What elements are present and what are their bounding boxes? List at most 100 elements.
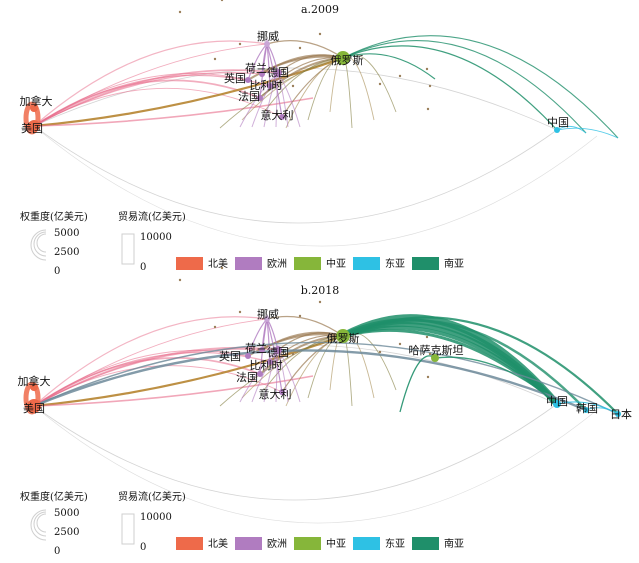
edge-us-china-lower [33,125,558,224]
weight-legend-arc [33,511,47,537]
flow-legend-value: 0 [140,542,146,553]
us-self-loop [23,101,41,135]
node-marker [245,353,251,359]
region-label: 东亚 [385,257,405,270]
node-marker [554,127,560,133]
node-marker [583,407,589,413]
edge-russia-fan [241,335,344,399]
node-label: 哈萨克斯坦 [409,343,464,357]
edge-russia-europe [266,315,344,337]
node-label: 英国 [219,349,241,363]
edge-russia-fan [342,57,353,129]
edge-us-italy-route [33,97,314,127]
edge-russia-fan [342,335,353,407]
edge-us-russia [33,334,344,408]
weight-legend-title: 权重度(亿美元) [20,210,88,223]
node-marker [267,83,273,89]
minor-node [238,42,242,46]
node-label: 比利时 [250,79,283,92]
node-marker [336,51,350,65]
legend: 权重度(亿美元) 5000 2500 0 贸易流(亿美元) 10000 0 北美 欧洲 中亚 东亚 南… [20,210,464,277]
node-label: 俄罗斯 [331,54,364,67]
edge-europe-spread [239,72,279,128]
region-swatch [235,537,262,550]
edge-russia-fan [263,57,344,113]
minor-node [220,0,224,2]
node-label: 美国 [23,402,45,415]
region-swatch [294,257,321,270]
edge-us-japan [33,341,619,415]
edges [23,314,619,524]
region-label: 欧洲 [267,538,287,550]
edge-russia-fan [219,57,344,129]
node-label: 韩国 [576,401,598,415]
region-swatch [235,257,262,270]
edge-russia-kaz [342,53,436,80]
node-marker [279,389,285,395]
node-marker [267,359,273,365]
edge-russia-japan [342,316,619,415]
node-marker [274,346,282,354]
edge-us-china [33,67,558,131]
region-label: 欧洲 [267,258,287,270]
node-marker [30,383,38,391]
region-swatch [412,257,439,270]
region-label: 南亚 [444,537,464,550]
node-label: 加拿大 [18,374,51,388]
node-label: 英国 [224,71,246,85]
region-swatch [294,537,321,550]
edge-us-china-lower [33,403,558,501]
minor-node [220,266,224,270]
region-label: 中亚 [326,257,346,270]
edges [23,35,619,247]
minor-node [425,335,429,339]
node-label: 美国 [21,122,43,135]
minor-node [178,10,182,14]
panel-title: b.2018 [301,284,340,297]
edge-kaz-south [399,355,436,413]
node-label: 德国 [267,65,289,79]
node-label: 法国 [238,89,260,103]
edge-us-korea [33,349,587,412]
node-marker [28,120,40,132]
node-label: 比利时 [250,359,283,372]
minor-node [298,314,302,318]
region-swatch [176,537,203,550]
edge-us-east [33,125,598,247]
node-label: 俄罗斯 [327,332,360,345]
weight-legend-title: 权重度(亿美元) [20,490,88,503]
minor-node [398,74,402,78]
region-swatch [353,537,380,550]
minor-node [178,278,182,282]
node-label: 意大利 [259,387,292,401]
node-label: 意大利 [261,108,294,122]
edge-us-italy-route [33,375,314,407]
region-label: 北美 [208,537,228,550]
region-label: 东亚 [385,537,405,550]
minor-node [291,352,295,356]
region-label: 南亚 [444,257,464,270]
node-marker [259,71,265,77]
node-label: 挪威 [257,29,279,43]
flow-legend-value: 10000 [140,512,172,523]
flow-legend-value: 10000 [140,232,172,243]
flow-legend-box [121,513,135,545]
weight-legend-arc [30,229,47,261]
region-swatch [412,537,439,550]
minor-node [318,32,322,36]
node-marker [553,400,561,408]
weight-legend-value: 2500 [54,247,79,258]
edge-russia-europe [266,40,344,59]
flow-legend-value: 0 [140,262,146,273]
minor-node [298,46,302,50]
edge-kaz-china [434,356,558,405]
node-marker [264,41,270,47]
node-marker [257,371,263,377]
weight-legend-value: 0 [54,266,60,277]
minor-node [426,375,430,379]
node-marker [259,347,265,353]
minor-node [378,82,382,86]
minor-node [398,342,402,346]
